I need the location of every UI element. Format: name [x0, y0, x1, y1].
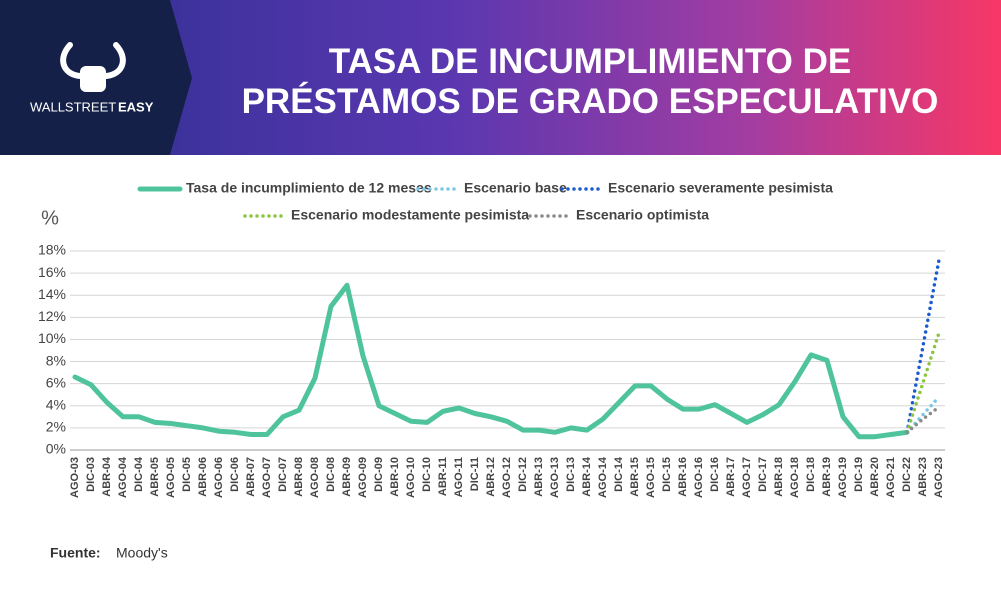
x-tick-label: DIC-11	[469, 457, 481, 491]
x-tick-label: AGO-19	[837, 457, 849, 498]
legend-label: Escenario modestamente pesimista	[291, 207, 529, 223]
x-tick-label: DIC-10	[421, 457, 433, 492]
x-tick-label: AGO-17	[741, 457, 753, 498]
x-tick-label: AGO-08	[309, 457, 321, 498]
x-tick-label: AGO-15	[645, 457, 657, 498]
y-axis-label: %	[41, 207, 59, 229]
x-tick-label: AGO-21	[885, 457, 897, 498]
x-tick-label: ABR-20	[869, 457, 881, 497]
x-tick-label: DIC-19	[853, 457, 865, 492]
series-line	[72, 282, 910, 440]
x-tick-label: DIC-18	[805, 457, 817, 492]
x-tick-label: ABR-14	[581, 456, 593, 497]
series-line	[905, 258, 941, 435]
x-tick-label: DIC-14	[613, 456, 625, 492]
x-tick-label: AGO-10	[405, 457, 417, 498]
x-tick-label: DIC-07	[277, 457, 289, 492]
x-tick-label: DIC-12	[517, 457, 529, 492]
legend-label: Tasa de incumplimiento de 12 meses	[186, 180, 432, 196]
x-tick-label: ABR-19	[821, 457, 833, 497]
x-tick-label: ABR-07	[245, 457, 257, 497]
legend-label: Escenario base	[464, 180, 567, 196]
legend-label: Escenario severamente pesimista	[608, 180, 833, 196]
series-line	[905, 331, 941, 435]
x-tick-label: AGO-18	[789, 457, 801, 498]
x-tick-label: DIC-08	[325, 457, 337, 492]
x-tick-label: ABR-04	[101, 456, 113, 497]
y-tick-label: 6%	[46, 374, 66, 390]
x-tick-label: ABR-12	[485, 457, 497, 497]
x-tick-label: ABR-15	[629, 457, 641, 497]
x-tick-label: AGO-11	[453, 457, 465, 497]
y-tick-label: 8%	[46, 352, 66, 368]
x-tick-label: AGO-06	[213, 457, 225, 498]
series-line	[905, 405, 941, 435]
source-text: Moody's	[116, 545, 168, 561]
x-tick-label: AGO-03	[69, 457, 81, 498]
x-tick-label: ABR-13	[533, 457, 545, 497]
x-tick-label: ABR-10	[389, 457, 401, 497]
x-tick-label: ABR-11	[437, 457, 449, 496]
x-tick-label: DIC-06	[229, 457, 241, 492]
source-label: Fuente:	[50, 545, 101, 561]
x-tick-label: ABR-08	[293, 457, 305, 497]
chart-title: TASA DE INCUMPLIMIENTO DE PRÉSTAMOS DE GR…	[242, 42, 939, 121]
x-tick-label: AGO-05	[165, 457, 177, 498]
y-tick-label: 10%	[38, 330, 66, 346]
x-tick-label: ABR-16	[677, 457, 689, 497]
y-tick-label: 2%	[46, 419, 66, 435]
y-tick-label: 12%	[38, 308, 66, 324]
x-tick-label: ABR-18	[773, 457, 785, 497]
logo-icon	[60, 42, 126, 92]
series-line	[905, 395, 941, 435]
x-tick-label: ABR-05	[149, 457, 161, 497]
x-tick-label: AGO-14	[597, 456, 609, 498]
x-tick-label: AGO-04	[117, 456, 129, 498]
x-tick-label: AGO-23	[933, 457, 945, 498]
legend-label: Escenario optimista	[576, 207, 709, 223]
y-tick-label: 16%	[38, 264, 66, 280]
x-tick-label: ABR-17	[725, 457, 737, 497]
x-tick-label: ABR-09	[341, 457, 353, 497]
x-tick-label: DIC-16	[709, 457, 721, 492]
x-tick-label: DIC-04	[133, 456, 145, 492]
x-tick-label: AGO-07	[261, 457, 273, 498]
y-tick-label: 0%	[46, 441, 66, 457]
x-tick-label: AGO-13	[549, 457, 561, 498]
x-tick-label: DIC-03	[85, 457, 97, 492]
x-tick-label: DIC-15	[661, 457, 673, 492]
x-tick-label: DIC-05	[181, 457, 193, 492]
x-tick-label: AGO-16	[693, 457, 705, 498]
x-tick-label: AGO-09	[357, 457, 369, 498]
x-tick-label: AGO-12	[501, 457, 513, 498]
x-tick-label: DIC-09	[373, 457, 385, 492]
x-tick-label: DIC-17	[757, 457, 769, 492]
brand-suffix: EASY	[118, 99, 154, 114]
brand-prefix: WALLSTREET	[30, 99, 116, 114]
y-tick-label: 18%	[38, 242, 66, 258]
x-tick-label: DIC-22	[901, 457, 913, 492]
x-tick-label: DIC-13	[565, 457, 577, 492]
y-tick-label: 14%	[38, 286, 66, 302]
y-tick-label: 4%	[46, 396, 66, 412]
x-tick-label: ABR-23	[917, 457, 929, 497]
x-tick-label: ABR-06	[197, 457, 209, 497]
